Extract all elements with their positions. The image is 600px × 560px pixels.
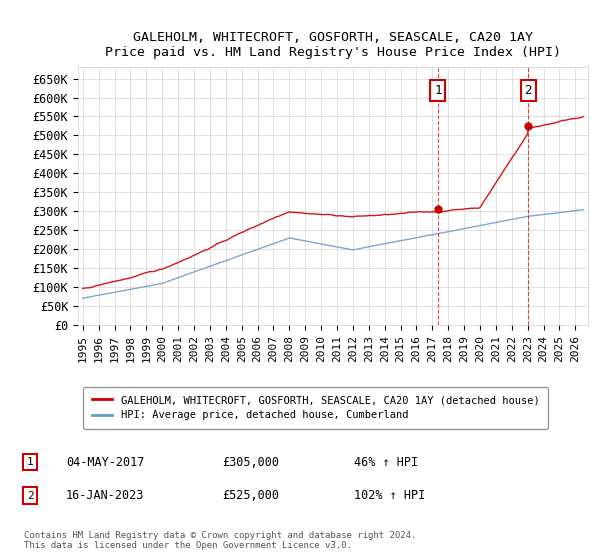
- Text: 1: 1: [434, 84, 442, 97]
- Text: 102% ↑ HPI: 102% ↑ HPI: [354, 489, 425, 502]
- Text: 2: 2: [524, 84, 532, 97]
- Text: 46% ↑ HPI: 46% ↑ HPI: [354, 455, 418, 469]
- Legend: GALEHOLM, WHITECROFT, GOSFORTH, SEASCALE, CA20 1AY (detached house), HPI: Averag: GALEHOLM, WHITECROFT, GOSFORTH, SEASCALE…: [83, 387, 548, 428]
- Text: £525,000: £525,000: [222, 489, 279, 502]
- Text: Contains HM Land Registry data © Crown copyright and database right 2024.
This d: Contains HM Land Registry data © Crown c…: [24, 531, 416, 550]
- Text: 04-MAY-2017: 04-MAY-2017: [66, 455, 145, 469]
- Title: GALEHOLM, WHITECROFT, GOSFORTH, SEASCALE, CA20 1AY
Price paid vs. HM Land Regist: GALEHOLM, WHITECROFT, GOSFORTH, SEASCALE…: [105, 31, 561, 59]
- Text: £305,000: £305,000: [222, 455, 279, 469]
- Text: 2: 2: [26, 491, 34, 501]
- Text: 16-JAN-2023: 16-JAN-2023: [66, 489, 145, 502]
- Text: 1: 1: [26, 457, 34, 467]
